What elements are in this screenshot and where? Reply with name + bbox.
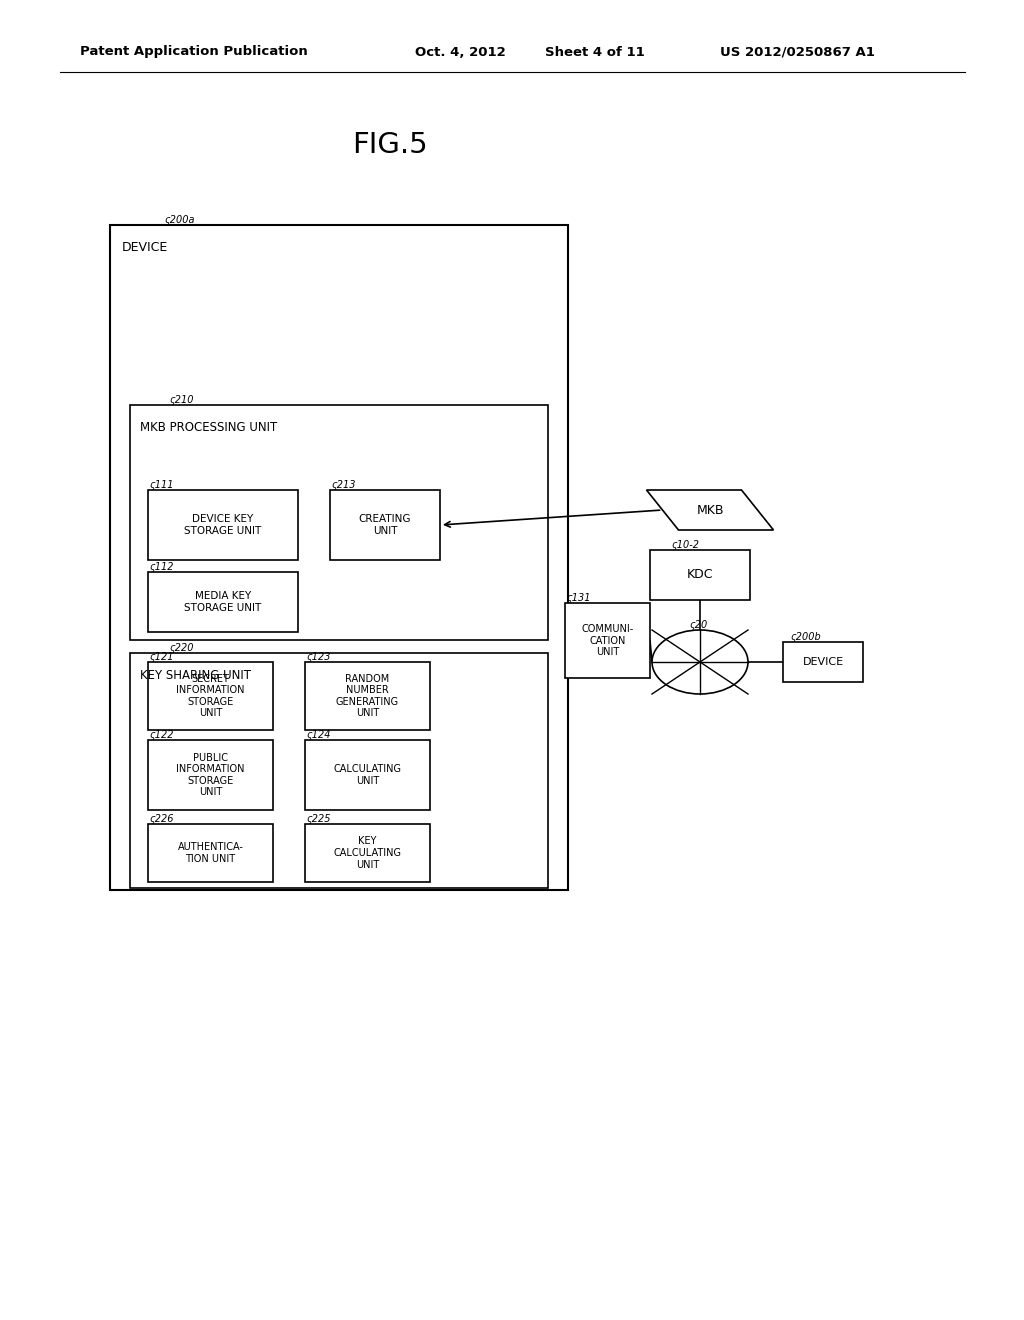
Text: ς213: ς213 <box>332 480 356 490</box>
Text: Patent Application Publication: Patent Application Publication <box>80 45 308 58</box>
Bar <box>148 663 273 730</box>
Bar <box>305 824 430 882</box>
Text: RANDOM
NUMBER
GENERATING
UNIT: RANDOM NUMBER GENERATING UNIT <box>336 673 399 718</box>
Text: SECRET
INFORMATION
STORAGE
UNIT: SECRET INFORMATION STORAGE UNIT <box>176 673 245 718</box>
Text: ς124: ς124 <box>307 730 332 741</box>
Text: ς210: ς210 <box>170 395 195 405</box>
Bar <box>130 653 548 888</box>
Bar <box>305 663 430 730</box>
Bar <box>783 642 863 682</box>
Text: COMMUNI-
CATION
UNIT: COMMUNI- CATION UNIT <box>582 624 634 657</box>
Bar <box>110 224 568 890</box>
Text: CALCULATING
UNIT: CALCULATING UNIT <box>334 764 401 785</box>
Text: PUBLIC
INFORMATION
STORAGE
UNIT: PUBLIC INFORMATION STORAGE UNIT <box>176 752 245 797</box>
Text: FIG.5: FIG.5 <box>352 131 428 158</box>
Bar <box>650 550 750 601</box>
Text: ς226: ς226 <box>150 814 174 824</box>
Bar <box>148 572 298 632</box>
Text: DEVICE KEY
STORAGE UNIT: DEVICE KEY STORAGE UNIT <box>184 515 261 536</box>
Text: ς200b: ς200b <box>791 632 821 642</box>
Bar <box>565 603 650 678</box>
Text: ς131: ς131 <box>567 593 592 603</box>
Text: MKB PROCESSING UNIT: MKB PROCESSING UNIT <box>140 421 278 434</box>
Text: CREATING
UNIT: CREATING UNIT <box>358 515 412 536</box>
Text: KDC: KDC <box>687 569 714 582</box>
Text: MEDIA KEY
STORAGE UNIT: MEDIA KEY STORAGE UNIT <box>184 591 261 612</box>
Polygon shape <box>646 490 773 531</box>
Text: AUTHENTICA-
TION UNIT: AUTHENTICA- TION UNIT <box>177 842 244 863</box>
Text: ς123: ς123 <box>307 652 332 663</box>
Bar <box>148 490 298 560</box>
Text: ς122: ς122 <box>150 730 174 741</box>
Text: ς112: ς112 <box>150 562 174 572</box>
Text: Oct. 4, 2012: Oct. 4, 2012 <box>415 45 506 58</box>
Text: ς225: ς225 <box>307 814 332 824</box>
Text: ς111: ς111 <box>150 480 174 490</box>
Text: DEVICE: DEVICE <box>122 242 168 253</box>
Text: KEY
CALCULATING
UNIT: KEY CALCULATING UNIT <box>334 837 401 870</box>
Bar <box>330 490 440 560</box>
Bar <box>148 741 273 810</box>
Text: ς220: ς220 <box>170 643 195 653</box>
Text: DEVICE: DEVICE <box>803 657 844 667</box>
Text: MKB: MKB <box>696 503 724 516</box>
Text: ς20: ς20 <box>690 620 709 630</box>
Text: ς121: ς121 <box>150 652 174 663</box>
Text: ς10-2: ς10-2 <box>672 540 700 550</box>
Bar <box>148 824 273 882</box>
Text: US 2012/0250867 A1: US 2012/0250867 A1 <box>720 45 874 58</box>
Text: ς200a: ς200a <box>165 215 196 224</box>
Text: KEY SHARING UNIT: KEY SHARING UNIT <box>140 669 251 682</box>
Text: Sheet 4 of 11: Sheet 4 of 11 <box>545 45 645 58</box>
Bar <box>130 405 548 640</box>
Bar <box>305 741 430 810</box>
Ellipse shape <box>652 630 748 694</box>
